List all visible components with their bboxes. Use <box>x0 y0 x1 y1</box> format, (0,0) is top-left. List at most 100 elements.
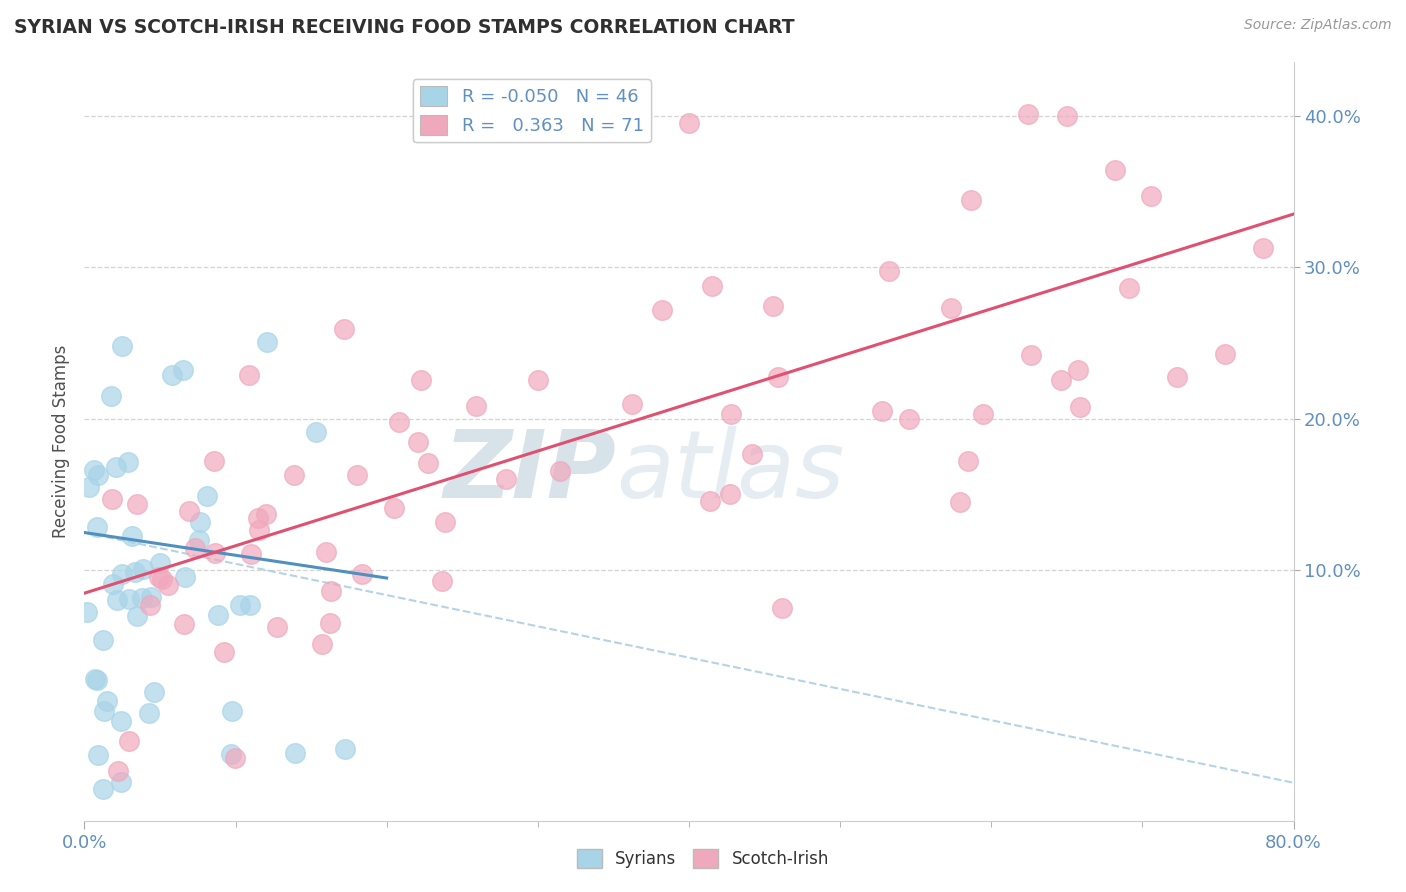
Point <box>121 529 143 543</box>
Point <box>465 399 488 413</box>
Point <box>124 566 146 580</box>
Point <box>1019 348 1042 362</box>
Point <box>406 434 429 449</box>
Point <box>100 492 122 507</box>
Point <box>86 673 108 687</box>
Point <box>184 541 207 556</box>
Point <box>1069 400 1091 414</box>
Point <box>1251 241 1274 255</box>
Point <box>111 339 134 353</box>
Point <box>238 368 260 383</box>
Point <box>1118 281 1140 295</box>
Point <box>195 489 218 503</box>
Point <box>105 460 128 475</box>
Point <box>118 734 141 748</box>
Point <box>430 574 453 589</box>
Point <box>388 415 411 429</box>
Point <box>239 598 262 612</box>
Text: Source: ZipAtlas.com: Source: ZipAtlas.com <box>1244 18 1392 32</box>
Point <box>246 511 269 525</box>
Point <box>877 264 900 278</box>
Point <box>957 454 980 468</box>
Point <box>172 363 194 377</box>
Point <box>212 645 235 659</box>
Point <box>96 694 118 708</box>
Point <box>173 570 195 584</box>
Point <box>1056 108 1078 122</box>
Point <box>139 598 162 612</box>
Point <box>207 607 229 622</box>
Point <box>495 472 517 486</box>
Point <box>651 302 673 317</box>
Point <box>93 704 115 718</box>
Legend: R = -0.050   N = 46, R =   0.363   N = 71: R = -0.050 N = 46, R = 0.363 N = 71 <box>413 79 651 143</box>
Point <box>83 463 105 477</box>
Point <box>132 562 155 576</box>
Point <box>678 116 700 130</box>
Point <box>187 533 209 548</box>
Point <box>1017 107 1039 121</box>
Point <box>173 617 195 632</box>
Point <box>204 546 226 560</box>
Point <box>548 464 571 478</box>
Point <box>87 748 110 763</box>
Point <box>125 497 148 511</box>
Legend: Syrians, Scotch-Irish: Syrians, Scotch-Irish <box>571 843 835 875</box>
Point <box>1067 363 1090 377</box>
Point <box>125 608 148 623</box>
Point <box>335 742 357 756</box>
Point <box>527 373 550 387</box>
Point <box>321 583 343 598</box>
Point <box>1140 189 1163 203</box>
Point <box>718 487 741 501</box>
Text: atlas: atlas <box>616 426 845 517</box>
Point <box>117 455 139 469</box>
Point <box>228 598 250 612</box>
Point <box>949 495 972 509</box>
Point <box>411 373 433 387</box>
Point <box>762 300 785 314</box>
Point <box>131 591 153 606</box>
Point <box>1166 370 1188 384</box>
Point <box>79 479 101 493</box>
Point <box>107 764 129 779</box>
Point <box>91 632 114 647</box>
Point <box>770 601 793 615</box>
Point <box>315 545 337 559</box>
Point <box>702 278 724 293</box>
Point <box>202 454 225 468</box>
Point <box>149 557 172 571</box>
Point <box>110 775 132 789</box>
Point <box>941 301 963 315</box>
Point <box>256 335 278 350</box>
Point <box>148 570 170 584</box>
Point <box>86 520 108 534</box>
Point <box>352 566 374 581</box>
Point <box>84 673 107 687</box>
Point <box>76 605 98 619</box>
Point <box>221 704 243 718</box>
Point <box>1213 347 1236 361</box>
Y-axis label: Receiving Food Stamps: Receiving Food Stamps <box>52 345 70 538</box>
Point <box>960 193 983 207</box>
Point <box>110 714 132 729</box>
Point <box>150 572 173 586</box>
Point <box>720 407 742 421</box>
Text: ZIP: ZIP <box>443 425 616 518</box>
Point <box>224 751 246 765</box>
Point <box>346 468 368 483</box>
Point <box>434 515 457 529</box>
Point <box>382 501 405 516</box>
Point <box>1104 163 1126 178</box>
Point <box>86 468 108 483</box>
Point <box>139 590 162 604</box>
Point <box>699 493 721 508</box>
Point <box>283 467 305 482</box>
Point <box>1050 373 1073 387</box>
Point <box>332 322 354 336</box>
Point <box>177 504 200 518</box>
Point <box>972 407 994 421</box>
Point <box>162 368 184 382</box>
Point <box>239 547 262 561</box>
Point <box>101 576 124 591</box>
